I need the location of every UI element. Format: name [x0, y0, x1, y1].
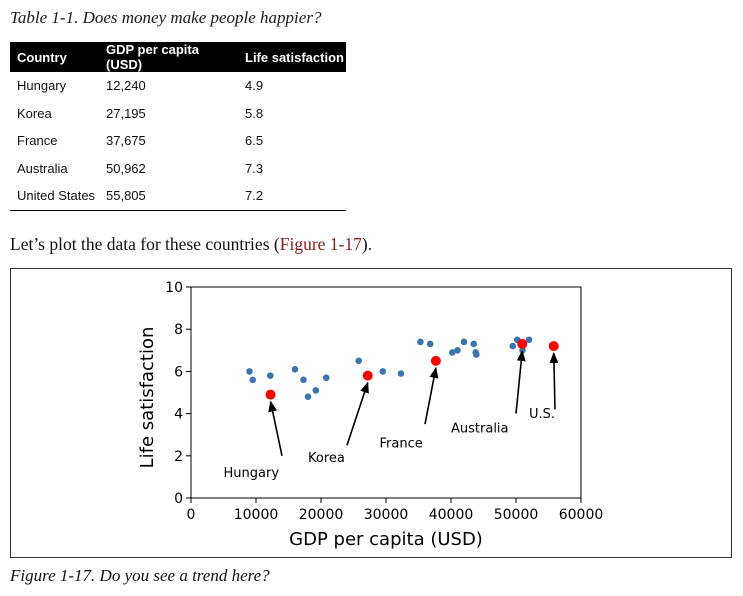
data-point — [454, 347, 461, 354]
cell-country: Hungary — [17, 78, 67, 94]
annotation-label: Australia — [451, 422, 509, 437]
annotation-label: Hungary — [224, 466, 280, 481]
x-tick-label: 10000 — [234, 507, 279, 523]
figure-caption: Figure 1-17. Do you see a trend here? — [10, 566, 270, 585]
intro-text-after: ). — [361, 234, 373, 254]
data-point — [300, 376, 307, 384]
data-point — [460, 338, 468, 346]
data-point — [312, 387, 320, 394]
table-row: Hungary 12,240 4.9 — [10, 72, 346, 100]
data-point — [470, 340, 478, 348]
x-tick-label: 50000 — [494, 507, 539, 523]
cell-life-satisfaction: 7.2 — [238, 182, 346, 211]
x-tick-label: 20000 — [299, 507, 344, 523]
cell-gdp: 37,675 — [106, 133, 146, 149]
annotation-arrow — [549, 351, 559, 410]
data-point — [246, 368, 253, 375]
highlighted-point — [430, 355, 441, 366]
annotation-label: U.S. — [529, 407, 555, 422]
data-point — [509, 342, 517, 350]
table-row: Australia 50,962 7.3 — [10, 155, 346, 183]
data-point — [267, 372, 274, 379]
data-point — [449, 349, 456, 356]
cell-country: Korea — [17, 105, 52, 121]
y-tick-label: 10 — [165, 280, 183, 296]
cell-country: United States — [10, 182, 99, 211]
y-tick-label: 8 — [174, 322, 183, 338]
annotation-label: France — [380, 436, 423, 451]
data-point — [304, 393, 312, 401]
table-row: France 37,675 6.5 — [10, 127, 346, 155]
data-point — [322, 374, 330, 382]
y-tick-label: 2 — [174, 449, 183, 465]
data-point — [417, 338, 424, 346]
data-table: Country GDP per capita (USD) Life satisf… — [10, 42, 346, 211]
cell-life-satisfaction: 7.3 — [245, 160, 264, 176]
x-tick-label: 60000 — [559, 507, 604, 523]
table-row: Korea 27,195 5.8 — [10, 100, 346, 128]
scatter-chart: 0 10000 20000 30000 40000 50000 60000 0 2 4 6 8 10 GD… — [137, 280, 604, 550]
cell-life-satisfaction: 5.8 — [245, 105, 264, 121]
cell-country: France — [17, 133, 58, 149]
data-point — [291, 365, 299, 373]
cell-life-satisfaction: 6.5 — [245, 133, 264, 149]
annotation-label: Korea — [308, 451, 345, 466]
cell-gdp: 55,805 — [99, 182, 238, 211]
annotation-arrow — [424, 366, 439, 425]
x-tick-label: 0 — [187, 507, 196, 523]
y-tick-label: 4 — [174, 407, 183, 423]
annotation-arrow — [346, 381, 369, 446]
table-caption: Table 1-1. Does money make people happie… — [10, 8, 322, 27]
data-point — [379, 368, 387, 375]
data-point — [525, 336, 533, 344]
y-tick-label: 0 — [174, 491, 183, 507]
x-axis-label: GDP per capita (USD) — [289, 529, 483, 550]
highlighted-point — [362, 370, 373, 381]
column-header-gdp: GDP per capita (USD) — [99, 42, 238, 72]
cell-gdp: 27,195 — [106, 105, 146, 121]
cell-gdp: 50,962 — [106, 160, 146, 176]
intro-paragraph: Let’s plot the data for these countries … — [10, 234, 372, 255]
cell-gdp: 12,240 — [106, 78, 146, 94]
intro-text-before: Let’s plot the data for these countries … — [10, 234, 280, 254]
data-point — [397, 370, 405, 377]
figure-frame: 0 10000 20000 30000 40000 50000 60000 0 2 4 6 8 10 GD… — [10, 268, 732, 558]
y-axis-label: Life satisfaction — [137, 327, 158, 469]
cell-country: Australia — [17, 160, 68, 176]
figure-link[interactable]: Figure 1-17 — [279, 234, 362, 254]
highlighted-point — [265, 389, 276, 400]
data-point — [355, 357, 363, 365]
column-header-country: Country — [10, 42, 99, 72]
x-tick-label: 40000 — [429, 507, 474, 523]
data-point — [426, 340, 434, 348]
highlighted-point — [548, 341, 559, 352]
annotation-arrow — [268, 400, 283, 456]
table-header-row: Country GDP per capita (USD) Life satisf… — [10, 42, 346, 72]
data-point — [473, 351, 480, 358]
x-tick-label: 30000 — [364, 507, 409, 523]
table-row: United States 55,805 7.2 — [10, 182, 346, 211]
cell-life-satisfaction: 4.9 — [245, 78, 264, 94]
data-point — [249, 376, 257, 384]
annotation-arrow — [515, 349, 526, 414]
y-tick-label: 6 — [174, 364, 183, 380]
column-header-life-satisfaction: Life satisfaction — [238, 42, 346, 72]
highlighted-point — [517, 338, 528, 349]
